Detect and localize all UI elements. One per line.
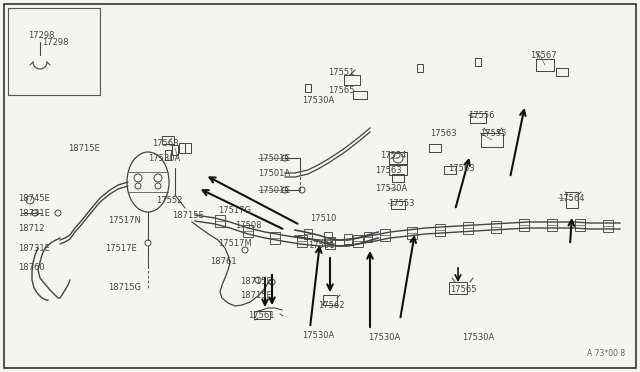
Bar	[449, 282, 467, 294]
Text: 17508: 17508	[235, 221, 262, 230]
Bar	[463, 222, 473, 234]
Text: 17556: 17556	[468, 110, 495, 119]
Bar	[304, 229, 312, 239]
Bar	[165, 150, 171, 160]
Bar	[243, 225, 253, 237]
Text: 17567: 17567	[530, 51, 557, 60]
Text: 18715E: 18715E	[240, 278, 272, 286]
Text: 17553: 17553	[388, 199, 415, 208]
Text: 17551: 17551	[328, 67, 355, 77]
Text: 18761: 18761	[210, 257, 237, 266]
Text: 17563: 17563	[448, 164, 475, 173]
Text: 17530A: 17530A	[368, 334, 400, 343]
Bar	[364, 232, 372, 242]
Text: 17501C: 17501C	[258, 186, 291, 195]
Bar	[179, 143, 185, 153]
Text: 17517N: 17517N	[108, 215, 141, 224]
Bar	[435, 224, 445, 236]
Text: 17552: 17552	[156, 196, 182, 205]
Bar	[547, 219, 557, 231]
Bar	[215, 215, 225, 227]
Text: 17530A: 17530A	[302, 96, 334, 105]
Text: 17510: 17510	[310, 214, 337, 222]
Bar	[172, 145, 178, 155]
Bar	[603, 220, 613, 232]
Text: 18731E: 18731E	[18, 208, 50, 218]
Text: 17563: 17563	[430, 128, 456, 138]
Text: 17501C: 17501C	[258, 154, 291, 163]
Text: 18715E: 18715E	[240, 292, 272, 301]
Text: 17530A: 17530A	[375, 183, 407, 192]
Bar	[305, 84, 311, 92]
Text: 17530A: 17530A	[462, 334, 494, 343]
Bar	[270, 232, 280, 244]
Text: 17554: 17554	[380, 151, 406, 160]
Text: 17501A: 17501A	[258, 169, 290, 177]
Bar	[344, 234, 352, 244]
Text: 18731E: 18731E	[18, 244, 50, 253]
Text: 17517M: 17517M	[218, 238, 252, 247]
Text: 17530A: 17530A	[302, 330, 334, 340]
Text: 17565: 17565	[450, 285, 477, 295]
Bar	[254, 311, 270, 319]
Text: 17530A: 17530A	[148, 154, 180, 163]
Text: 17517E: 17517E	[105, 244, 137, 253]
Text: 18715E: 18715E	[172, 211, 204, 219]
Text: 18745E: 18745E	[18, 193, 50, 202]
Bar	[491, 221, 501, 233]
Text: 17298: 17298	[42, 38, 68, 46]
Bar	[380, 229, 390, 241]
Text: 17517G: 17517G	[218, 205, 251, 215]
Text: 18715E: 18715E	[68, 144, 100, 153]
Bar	[325, 237, 335, 249]
Text: 18760: 18760	[18, 263, 45, 273]
Bar	[475, 58, 481, 66]
Text: 18715G: 18715G	[108, 283, 141, 292]
Text: 17565: 17565	[328, 86, 355, 94]
Bar	[323, 295, 337, 305]
Text: 17564: 17564	[558, 193, 584, 202]
Text: 17298: 17298	[28, 31, 54, 39]
Text: 18712: 18712	[18, 224, 45, 232]
Text: 17501: 17501	[308, 241, 334, 250]
Bar	[566, 192, 578, 208]
Bar	[297, 235, 307, 247]
Bar	[324, 232, 332, 242]
Bar	[353, 235, 363, 247]
Text: 17563: 17563	[152, 138, 179, 148]
Bar	[519, 219, 529, 231]
Text: A 73*00 8: A 73*00 8	[587, 349, 625, 358]
Bar	[185, 143, 191, 153]
Bar	[417, 64, 423, 72]
Text: 17562: 17562	[318, 301, 344, 310]
Bar	[407, 227, 417, 239]
Text: 17561: 17561	[248, 311, 275, 320]
Text: 17555: 17555	[480, 128, 506, 138]
Bar	[8, 8, 100, 95]
Bar	[575, 219, 585, 231]
Text: 17563: 17563	[375, 166, 402, 174]
